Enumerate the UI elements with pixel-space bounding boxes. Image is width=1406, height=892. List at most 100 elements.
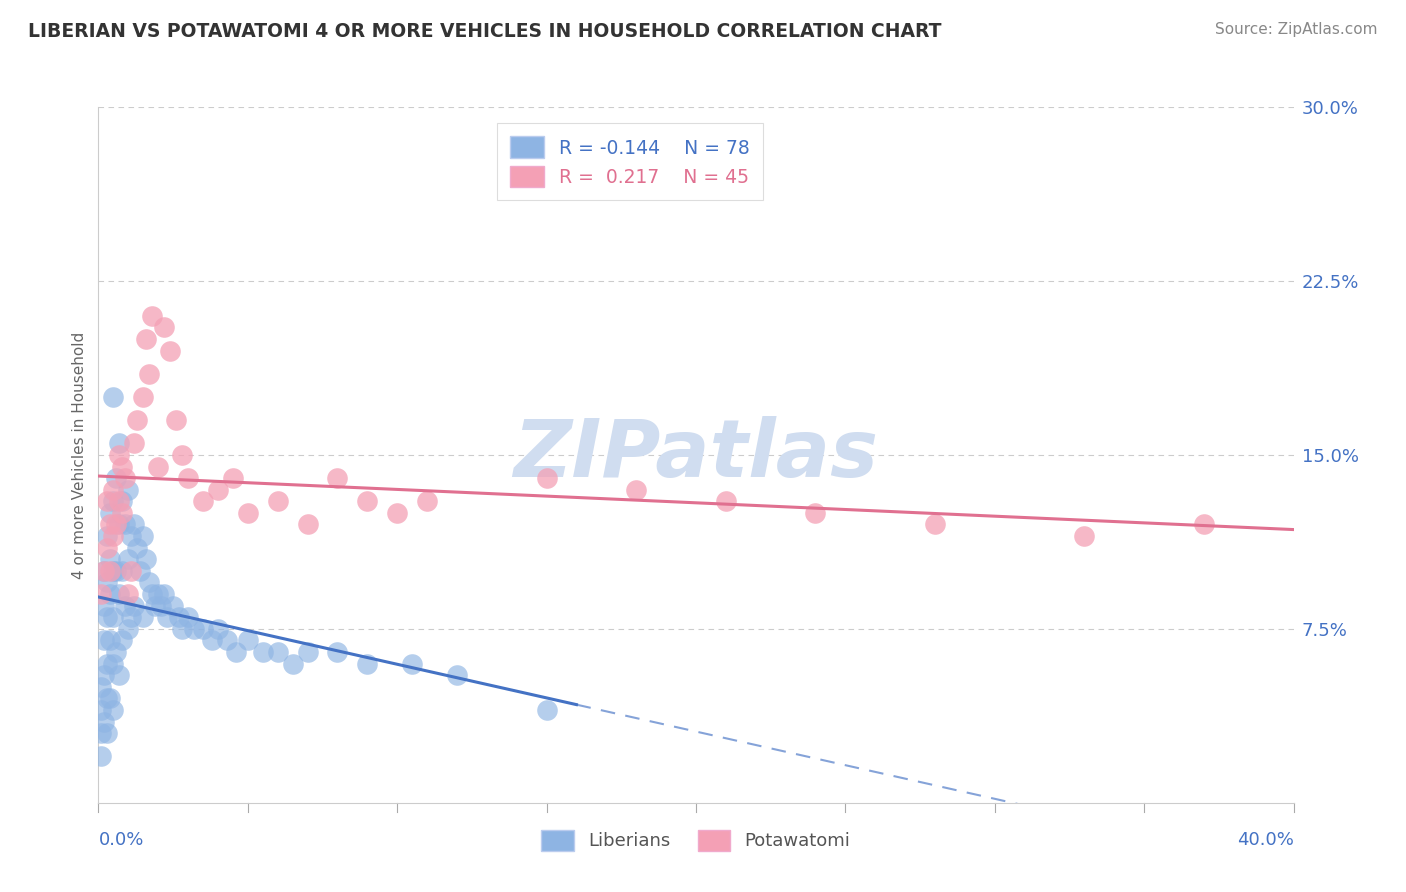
Point xyxy=(183,622,205,636)
Point xyxy=(103,529,125,543)
Point xyxy=(536,703,558,717)
Point xyxy=(162,599,184,613)
Point xyxy=(356,657,378,671)
Point xyxy=(267,494,290,508)
Point xyxy=(103,483,125,497)
Point xyxy=(536,471,558,485)
Point xyxy=(100,506,122,520)
Point xyxy=(117,622,139,636)
Point xyxy=(225,645,247,659)
Point xyxy=(100,564,122,578)
Point xyxy=(177,471,200,485)
Text: Source: ZipAtlas.com: Source: ZipAtlas.com xyxy=(1215,22,1378,37)
Point xyxy=(135,332,157,346)
Point xyxy=(120,610,142,624)
Point xyxy=(267,645,290,659)
Point xyxy=(150,599,173,613)
Point xyxy=(129,564,152,578)
Point xyxy=(96,494,118,508)
Point xyxy=(111,633,134,648)
Point xyxy=(207,622,229,636)
Point xyxy=(90,726,112,740)
Point xyxy=(138,575,160,590)
Point xyxy=(626,483,648,497)
Point xyxy=(96,610,118,624)
Point xyxy=(111,564,134,578)
Point xyxy=(114,517,136,532)
Point xyxy=(326,645,349,659)
Point xyxy=(96,541,118,555)
Point xyxy=(236,506,259,520)
Text: ZIPatlas: ZIPatlas xyxy=(513,416,879,494)
Point xyxy=(714,494,737,508)
Point xyxy=(114,599,136,613)
Point xyxy=(297,517,319,532)
Point xyxy=(100,517,122,532)
Point xyxy=(96,657,118,671)
Point xyxy=(93,564,115,578)
Point xyxy=(222,471,245,485)
Point xyxy=(90,587,112,601)
Point xyxy=(148,587,170,601)
Point xyxy=(124,517,146,532)
Point xyxy=(138,367,160,381)
Point xyxy=(148,459,170,474)
Point xyxy=(105,517,128,532)
Point xyxy=(153,320,176,334)
Point xyxy=(103,564,125,578)
Y-axis label: 4 or more Vehicles in Household: 4 or more Vehicles in Household xyxy=(72,331,87,579)
Text: 40.0%: 40.0% xyxy=(1237,830,1294,848)
Point xyxy=(117,483,139,497)
Point xyxy=(141,309,163,323)
Point xyxy=(132,529,155,543)
Point xyxy=(93,633,115,648)
Point xyxy=(191,622,214,636)
Point xyxy=(93,599,115,613)
Point xyxy=(252,645,274,659)
Point xyxy=(108,494,131,508)
Point xyxy=(191,494,214,508)
Point xyxy=(124,599,146,613)
Point xyxy=(103,390,125,404)
Point xyxy=(172,622,194,636)
Point xyxy=(446,668,468,682)
Point xyxy=(127,413,149,427)
Point xyxy=(111,459,134,474)
Point xyxy=(117,587,139,601)
Point xyxy=(297,645,319,659)
Point xyxy=(90,703,112,717)
Point xyxy=(159,343,181,358)
Point xyxy=(156,610,179,624)
Point xyxy=(326,471,349,485)
Point xyxy=(96,691,118,706)
Point xyxy=(105,471,128,485)
Point xyxy=(100,691,122,706)
Point xyxy=(117,552,139,566)
Point xyxy=(141,587,163,601)
Point xyxy=(93,714,115,729)
Point xyxy=(96,529,118,543)
Point xyxy=(103,657,125,671)
Text: LIBERIAN VS POTAWATOMI 4 OR MORE VEHICLES IN HOUSEHOLD CORRELATION CHART: LIBERIAN VS POTAWATOMI 4 OR MORE VEHICLE… xyxy=(28,22,942,41)
Point xyxy=(401,657,423,671)
Point xyxy=(172,448,194,462)
Point xyxy=(281,657,304,671)
Point xyxy=(356,494,378,508)
Legend: Liberians, Potawatomi: Liberians, Potawatomi xyxy=(529,817,863,863)
Point xyxy=(100,587,122,601)
Point xyxy=(108,668,131,682)
Point xyxy=(111,494,134,508)
Point xyxy=(108,517,131,532)
Point xyxy=(1192,517,1215,532)
Text: 0.0%: 0.0% xyxy=(98,830,143,848)
Point xyxy=(177,610,200,624)
Point xyxy=(90,680,112,694)
Point xyxy=(96,575,118,590)
Point xyxy=(804,506,827,520)
Point xyxy=(90,749,112,764)
Point xyxy=(924,517,946,532)
Point xyxy=(105,645,128,659)
Point xyxy=(96,726,118,740)
Point xyxy=(132,610,155,624)
Point xyxy=(132,390,155,404)
